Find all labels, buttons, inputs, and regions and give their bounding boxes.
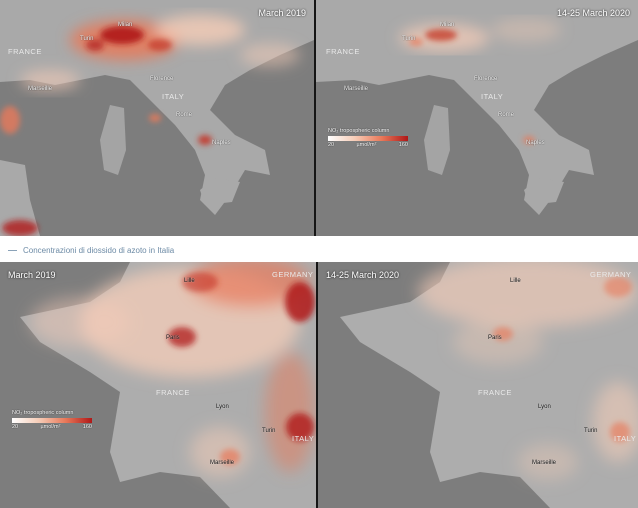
- no2-legend: NO₂ tropospheric column 20 µmol/m² 160: [12, 410, 92, 430]
- place-label-milan: Milan: [440, 22, 455, 28]
- caption-dash: [8, 250, 17, 252]
- place-label-paris: Paris: [488, 335, 502, 341]
- place-label-germany: GERMANY: [590, 270, 632, 279]
- place-label-marseille: Marseille: [28, 86, 53, 92]
- place-label-marseille: Marseille: [344, 86, 369, 92]
- legend-max: 160: [398, 142, 408, 148]
- legend-unit: µmol/m²: [356, 142, 377, 148]
- panel-date: March 2019: [8, 270, 56, 280]
- place-label-france: FRANCE: [8, 47, 42, 56]
- map-france-2020: 14-25 March 2020 GERMANY Lille Paris FRA…: [318, 262, 638, 508]
- place-label-rome: Rome: [498, 112, 515, 118]
- place-label-turin: Turin: [80, 36, 94, 42]
- panel-date: 14-25 March 2020: [556, 8, 630, 18]
- place-label-germany: GERMANY: [272, 270, 314, 279]
- legend-unit: µmol/m²: [40, 424, 61, 430]
- place-label-italy: ITALY: [481, 92, 504, 101]
- place-label-rome: Rome: [176, 112, 193, 118]
- place-label-turin: Turin: [262, 428, 276, 434]
- panel-divider: [314, 0, 316, 236]
- place-label-lille: Lille: [184, 278, 195, 284]
- map-france-2019-image: [0, 262, 316, 508]
- place-label-turin: Turin: [402, 36, 416, 42]
- place-label-naples: Naples: [526, 140, 545, 146]
- panel-date: 14-25 March 2020: [326, 270, 400, 280]
- legend-title: NO₂ tropospheric column: [12, 410, 74, 416]
- place-label-lyon: Lyon: [538, 404, 551, 410]
- map-italy-2019: March 2019 FRANCE Turin Milan Marseille …: [0, 0, 314, 236]
- legend-min: 20: [328, 142, 335, 148]
- map-france-2020-image: [318, 262, 638, 508]
- place-label-france: FRANCE: [156, 388, 190, 397]
- legend-min: 20: [12, 424, 19, 430]
- legend-color-bar: [12, 418, 92, 423]
- no2-legend: NO₂ tropospheric column 20 µmol/m² 160: [328, 128, 408, 148]
- place-label-florence: Florence: [150, 76, 174, 82]
- map-italy-2020: 14-25 March 2020 FRANCE Turin Milan Mars…: [316, 0, 638, 236]
- caption-text: Concentrazioni di diossido di azoto in I…: [23, 246, 175, 255]
- place-label-italy: ITALY: [292, 434, 315, 443]
- place-label-marseille: Marseille: [532, 460, 557, 466]
- place-label-naples: Naples: [212, 140, 231, 146]
- place-label-france: FRANCE: [326, 47, 360, 56]
- place-label-milan: Milan: [118, 22, 133, 28]
- place-label-paris: Paris: [166, 335, 180, 341]
- place-label-lille: Lille: [510, 278, 521, 284]
- figure-caption: Concentrazioni di diossido di azoto in I…: [8, 246, 174, 255]
- place-label-italy: ITALY: [614, 434, 637, 443]
- panel-date: March 2019: [258, 8, 306, 18]
- place-label-france: FRANCE: [478, 388, 512, 397]
- map-france-2019: March 2019 GERMANY Lille Paris FRANCE Ly…: [0, 262, 316, 508]
- map-italy-2019-image: [0, 0, 314, 236]
- place-label-italy: ITALY: [162, 92, 185, 101]
- legend-title: NO₂ tropospheric column: [328, 128, 390, 134]
- panel-divider: [316, 262, 318, 508]
- place-label-turin: Turin: [584, 428, 598, 434]
- place-label-lyon: Lyon: [216, 404, 229, 410]
- place-label-florence: Florence: [474, 76, 498, 82]
- legend-max: 160: [82, 424, 92, 430]
- legend-color-bar: [328, 136, 408, 141]
- map-italy-2020-image: [316, 0, 638, 236]
- place-label-marseille: Marseille: [210, 460, 235, 466]
